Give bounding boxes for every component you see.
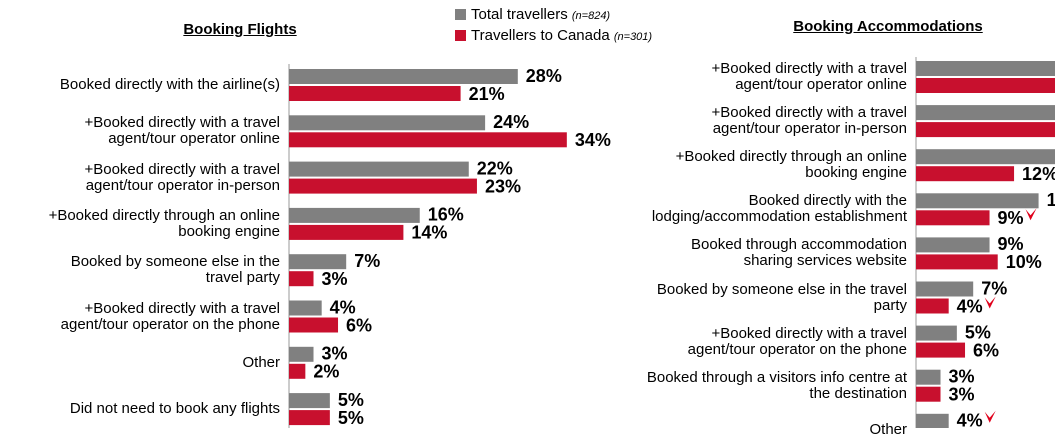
bar — [289, 393, 330, 409]
category-label: +Booked directly with a travel agent/tou… — [84, 114, 280, 148]
legend-swatch — [455, 30, 466, 41]
bar — [289, 178, 477, 194]
significance-mark — [1025, 208, 1037, 221]
value-label: 2% — [313, 362, 339, 382]
bar — [289, 207, 420, 223]
bar — [916, 122, 1055, 138]
bar — [916, 413, 949, 428]
value-label: 3% — [322, 344, 348, 364]
legend-label: Total travellers — [471, 6, 572, 23]
bar — [289, 224, 404, 240]
category-label: +Booked directly with a travel agent/tou… — [60, 299, 280, 333]
value-label: 4% — [330, 297, 356, 317]
bar — [916, 369, 941, 385]
bar — [916, 254, 998, 270]
category-label: Other — [242, 353, 280, 371]
category-label: Booked directly with the lodging/accommo… — [651, 192, 907, 226]
bar — [289, 317, 339, 333]
bar — [289, 115, 486, 131]
category-label: +Booked directly through an online booki… — [48, 206, 280, 240]
bar — [916, 105, 1055, 121]
category-label: Booked through a visitors info centre at… — [646, 368, 907, 402]
bar — [289, 271, 314, 287]
bar — [289, 254, 347, 270]
bar — [916, 61, 1055, 76]
bar — [916, 237, 990, 253]
bar — [916, 325, 957, 341]
value-label: 14% — [411, 223, 447, 243]
bar — [289, 363, 306, 379]
legend-label: Travellers to Canada — [471, 27, 614, 44]
bar — [916, 210, 990, 226]
category-label: Did not need to book any flights — [69, 400, 280, 418]
value-label: 3% — [949, 384, 975, 404]
value-label: 9% — [998, 234, 1024, 254]
category-label: +Booked directly with a travel agent/tou… — [84, 160, 280, 194]
value-label: 5% — [338, 408, 364, 428]
value-label: 10% — [1006, 252, 1042, 272]
bar — [289, 86, 461, 101]
legend-item: Travellers to Canada (n=301) — [455, 27, 652, 44]
legend-swatch — [455, 9, 466, 20]
category-label: Booked by someone else in the travel par… — [70, 253, 280, 287]
bar — [916, 193, 1039, 209]
value-label: 3% — [949, 366, 975, 386]
value-label: 28% — [526, 66, 562, 86]
bar — [916, 298, 949, 314]
value-label: 15% — [1047, 190, 1055, 210]
bar — [289, 410, 330, 426]
chart-title: Booking Accommodations — [793, 18, 983, 35]
chart: 28%21%24%34%22%23%16%14%7%3%4%6%3%2%5%5%… — [288, 57, 1055, 428]
significance-mark — [984, 410, 996, 423]
category-label: Booked through accommodation sharing ser… — [691, 236, 907, 270]
value-label: 22% — [477, 158, 513, 178]
bar — [916, 281, 974, 297]
value-label: 9% — [998, 208, 1024, 228]
page: {"legend": [ {"name": "Total travellers"… — [48, 6, 1055, 438]
value-label: 12% — [1022, 164, 1055, 184]
value-label: 6% — [973, 340, 999, 360]
bar — [289, 300, 322, 316]
category-label: Other — [869, 420, 907, 438]
legend-note: (n=824) — [571, 10, 611, 22]
bar — [289, 346, 314, 362]
legend-note: (n=301) — [613, 31, 653, 43]
category-label: +Booked directly with a travel agent/tou… — [711, 104, 907, 138]
value-label: 24% — [493, 112, 529, 132]
category-label: Booked directly with the airline(s) — [59, 76, 280, 93]
value-label: 6% — [346, 315, 372, 335]
value-label: 3% — [322, 269, 348, 289]
bar — [916, 78, 1055, 93]
significance-mark — [984, 296, 996, 309]
value-label: 4% — [957, 296, 983, 316]
bar — [289, 161, 469, 177]
value-label: 4% — [957, 411, 983, 428]
category-label: Booked by someone else in the travel par… — [656, 280, 907, 314]
bar — [916, 342, 966, 358]
value-label: 16% — [428, 205, 464, 225]
category-label: +Booked directly with a travel agent/tou… — [687, 324, 907, 358]
value-label: 7% — [981, 278, 1007, 298]
value-label: 5% — [338, 390, 364, 410]
legend-item: Total travellers (n=824) — [455, 6, 610, 23]
category-label: +Booked directly with a travel agent/tou… — [711, 60, 907, 93]
value-label: 23% — [485, 176, 521, 196]
value-label: 34% — [575, 130, 611, 150]
value-label: 5% — [965, 322, 991, 342]
value-label: 7% — [354, 251, 380, 271]
chart-title: Booking Flights — [183, 21, 297, 38]
category-label: +Booked directly through an online booki… — [675, 148, 907, 182]
bar — [289, 69, 518, 84]
bar — [916, 386, 941, 402]
value-label: 21% — [469, 84, 505, 104]
bar — [916, 166, 1015, 182]
bar — [289, 132, 567, 148]
bar — [916, 149, 1055, 165]
